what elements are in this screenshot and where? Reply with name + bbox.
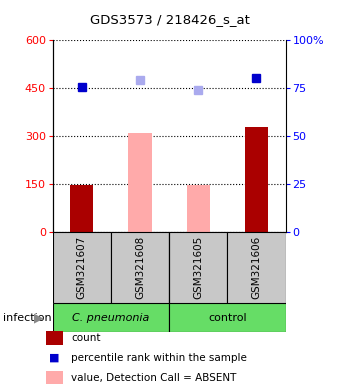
Bar [111, 232, 169, 303]
Bar [227, 232, 286, 303]
Text: GSM321608: GSM321608 [135, 236, 145, 300]
Text: C. pneumonia: C. pneumonia [72, 313, 150, 323]
Bar [169, 303, 286, 332]
Text: ■: ■ [49, 353, 60, 363]
Bar [53, 303, 169, 332]
Bar [245, 127, 268, 232]
Text: infection: infection [3, 313, 52, 323]
Text: GSM321606: GSM321606 [252, 236, 261, 300]
Bar [169, 232, 227, 303]
Bar [53, 232, 111, 303]
Text: ▶: ▶ [34, 311, 44, 324]
Bar [187, 185, 210, 232]
Text: count: count [71, 333, 101, 343]
Bar [129, 133, 152, 232]
Text: value, Detection Call = ABSENT: value, Detection Call = ABSENT [71, 373, 237, 383]
Bar [70, 185, 94, 232]
Text: GDS3573 / 218426_s_at: GDS3573 / 218426_s_at [90, 13, 250, 26]
Text: GSM321607: GSM321607 [77, 236, 87, 300]
Text: percentile rank within the sample: percentile rank within the sample [71, 353, 247, 363]
Text: GSM321605: GSM321605 [193, 236, 203, 300]
Text: control: control [208, 313, 247, 323]
